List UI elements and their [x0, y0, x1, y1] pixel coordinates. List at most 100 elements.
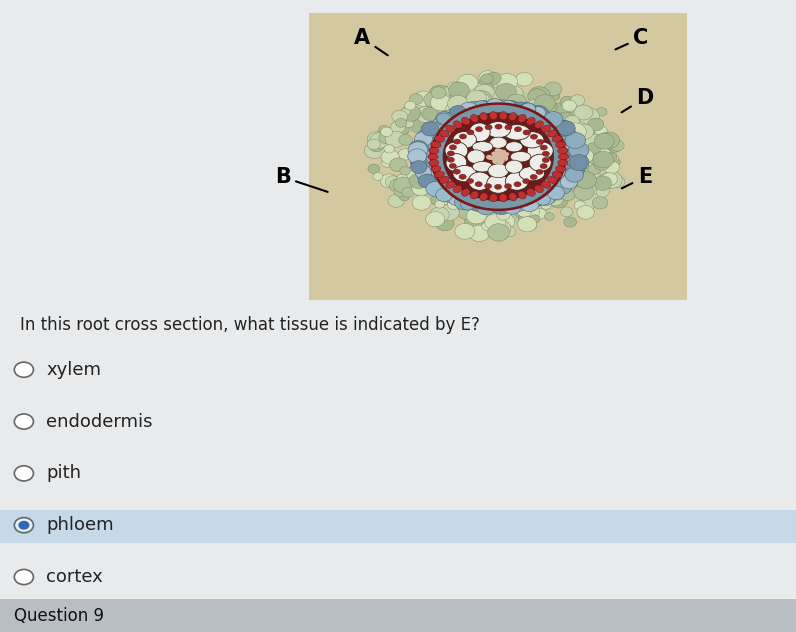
Circle shape [501, 156, 505, 159]
Circle shape [499, 100, 517, 114]
Circle shape [492, 154, 498, 158]
Circle shape [427, 106, 446, 121]
Ellipse shape [450, 145, 457, 150]
Circle shape [474, 84, 494, 100]
Circle shape [560, 175, 578, 189]
Ellipse shape [490, 112, 498, 120]
Circle shape [494, 150, 498, 154]
Circle shape [476, 100, 494, 115]
Circle shape [474, 197, 491, 210]
Circle shape [584, 134, 606, 150]
Circle shape [568, 144, 585, 157]
Circle shape [550, 119, 566, 131]
Circle shape [14, 362, 33, 377]
Circle shape [495, 159, 501, 164]
Circle shape [399, 135, 412, 145]
Circle shape [594, 176, 611, 190]
Circle shape [476, 103, 492, 116]
Circle shape [565, 159, 583, 174]
Circle shape [412, 181, 430, 196]
Circle shape [400, 108, 410, 116]
Circle shape [497, 209, 510, 220]
Circle shape [396, 118, 407, 127]
Circle shape [455, 223, 475, 239]
Circle shape [428, 123, 444, 135]
Circle shape [402, 187, 415, 197]
Circle shape [415, 138, 431, 152]
Circle shape [492, 159, 498, 164]
Circle shape [497, 198, 514, 212]
Ellipse shape [466, 178, 474, 183]
Ellipse shape [453, 166, 477, 182]
Text: C: C [615, 28, 649, 49]
Ellipse shape [485, 184, 492, 189]
Ellipse shape [447, 151, 455, 156]
Circle shape [527, 193, 544, 207]
Ellipse shape [518, 114, 526, 123]
Circle shape [498, 200, 515, 213]
Ellipse shape [558, 160, 568, 166]
Circle shape [501, 150, 506, 154]
Circle shape [449, 106, 469, 121]
Circle shape [416, 163, 432, 175]
Circle shape [423, 92, 443, 107]
Ellipse shape [552, 171, 562, 178]
Ellipse shape [537, 139, 544, 144]
Circle shape [410, 119, 428, 133]
Circle shape [494, 149, 501, 153]
Circle shape [478, 200, 495, 214]
Circle shape [458, 74, 478, 90]
Circle shape [431, 94, 451, 111]
Circle shape [548, 117, 563, 128]
Ellipse shape [488, 164, 509, 178]
Ellipse shape [499, 112, 507, 120]
Ellipse shape [520, 131, 544, 148]
Ellipse shape [527, 142, 553, 160]
Ellipse shape [530, 174, 537, 179]
Ellipse shape [480, 112, 488, 121]
Ellipse shape [495, 124, 502, 129]
Circle shape [555, 121, 575, 137]
Circle shape [498, 152, 502, 156]
Ellipse shape [475, 126, 482, 131]
Circle shape [510, 197, 525, 209]
Circle shape [502, 156, 508, 161]
Circle shape [531, 109, 550, 125]
Ellipse shape [453, 121, 462, 128]
Circle shape [380, 174, 398, 188]
Circle shape [567, 150, 585, 165]
Bar [309, 13, 687, 300]
Circle shape [494, 155, 500, 160]
Circle shape [408, 149, 427, 164]
Ellipse shape [446, 154, 466, 172]
Circle shape [447, 199, 461, 210]
Circle shape [536, 190, 556, 205]
Circle shape [410, 140, 427, 154]
Circle shape [411, 109, 427, 122]
Circle shape [520, 198, 535, 210]
Circle shape [501, 100, 521, 116]
Circle shape [529, 106, 548, 121]
Ellipse shape [485, 125, 492, 130]
Circle shape [600, 171, 622, 188]
Circle shape [415, 131, 432, 146]
Circle shape [439, 109, 558, 204]
Circle shape [460, 198, 475, 210]
Ellipse shape [534, 185, 544, 193]
Ellipse shape [462, 117, 470, 125]
Circle shape [486, 100, 502, 113]
Circle shape [572, 177, 584, 187]
Ellipse shape [447, 157, 455, 162]
Ellipse shape [462, 188, 470, 197]
Circle shape [502, 155, 508, 160]
Circle shape [384, 145, 395, 153]
Circle shape [553, 175, 572, 190]
Circle shape [495, 154, 501, 158]
Circle shape [494, 155, 498, 158]
Circle shape [546, 192, 564, 206]
Ellipse shape [499, 193, 507, 202]
Circle shape [574, 184, 594, 200]
Circle shape [582, 126, 592, 135]
Circle shape [501, 155, 506, 159]
Circle shape [497, 156, 501, 159]
